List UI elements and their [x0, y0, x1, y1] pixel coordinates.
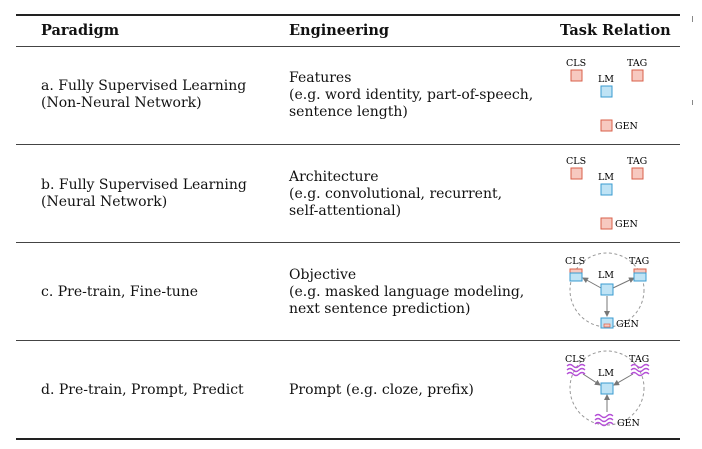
- task-relation-diagram-a: CLS TAG LM GEN: [566, 58, 647, 132]
- row-b-engineering-line2: (e.g. convolutional, recurrent,: [289, 186, 503, 202]
- cls-label: CLS: [566, 156, 586, 167]
- row-c-engineering-line3: next sentence prediction): [289, 301, 471, 317]
- margin-mark: [692, 16, 693, 22]
- row-d-engineering-line1: Prompt (e.g. cloze, prefix): [289, 382, 474, 398]
- dashed-cycle: [569, 350, 645, 426]
- cls-task-box: [570, 167, 583, 180]
- row-a-paradigm-line2: (Non-Neural Network): [41, 95, 202, 111]
- header-task-relation: Task Relation: [560, 22, 671, 39]
- tag-to-lm-arrow: [613, 373, 634, 386]
- header-paradigm: Paradigm: [41, 22, 120, 39]
- lm-label: LM: [598, 368, 614, 379]
- gen-label: GEN: [615, 121, 638, 132]
- cls-label: CLS: [565, 256, 585, 267]
- gen-lm-box: [600, 317, 614, 329]
- tag-label: TAG: [629, 354, 649, 365]
- header-rule: [16, 46, 680, 47]
- row-divider-ab: [16, 144, 680, 145]
- margin-mark: [692, 100, 693, 105]
- row-b-engineering-line1: Architecture: [289, 169, 379, 185]
- gen-prompt-icon: [594, 413, 614, 427]
- bottom-rule: [16, 438, 680, 440]
- gen-label: GEN: [615, 219, 638, 230]
- lm-to-tag-arrow: [612, 277, 635, 289]
- row-c-engineering-line1: Objective: [289, 267, 357, 283]
- tag-task-box: [631, 69, 644, 82]
- cls-prompt-icon: [566, 363, 586, 377]
- lm-label: LM: [598, 74, 614, 85]
- row-divider-bc: [16, 242, 680, 243]
- tag-task-head: [633, 268, 647, 274]
- row-d-paradigm-line1: d. Pre-train, Prompt, Predict: [41, 382, 244, 398]
- cls-label: CLS: [565, 354, 585, 365]
- lm-box: [600, 85, 613, 98]
- task-relation-diagram-c: CLS TAG LM GEN: [565, 252, 649, 330]
- cls-lm-box: [569, 272, 583, 282]
- row-c-engineering-line2: (e.g. masked language modeling,: [289, 284, 525, 300]
- row-a-engineering-line1: Features: [289, 70, 352, 86]
- tag-label: TAG: [629, 256, 649, 267]
- gen-task-box: [600, 119, 613, 132]
- row-c-paradigm-line1: c. Pre-train, Fine-tune: [41, 284, 199, 300]
- lm-to-cls-arrow: [582, 277, 602, 289]
- row-a-engineering-line2: (e.g. word identity, part-of-speech,: [289, 87, 534, 103]
- row-divider-cd: [16, 340, 680, 341]
- tag-label: TAG: [627, 156, 647, 167]
- lm-box: [600, 283, 614, 296]
- gen-label: GEN: [617, 418, 640, 429]
- task-relation-diagram-b: CLS TAG LM GEN: [566, 156, 647, 230]
- row-a-paradigm-line1: a. Fully Supervised Learning: [41, 78, 247, 94]
- gen-label: GEN: [616, 319, 639, 330]
- tag-prompt-icon: [630, 363, 650, 377]
- header-engineering: Engineering: [289, 22, 390, 39]
- lm-label: LM: [598, 172, 614, 183]
- lm-label: LM: [598, 270, 614, 281]
- dashed-cycle: [569, 252, 645, 328]
- cls-task-head: [569, 268, 583, 274]
- cls-to-lm-arrow: [582, 373, 601, 386]
- row-b-engineering-line3: self-attentional): [289, 203, 402, 219]
- cls-label: CLS: [566, 58, 586, 69]
- cls-task-box: [570, 69, 583, 82]
- tag-lm-box: [633, 272, 647, 282]
- lm-box: [600, 382, 614, 395]
- row-b-paradigm-line2: (Neural Network): [41, 194, 168, 210]
- tag-label: TAG: [627, 58, 647, 69]
- gen-task-box: [600, 217, 613, 230]
- row-a-engineering-line3: sentence length): [289, 104, 408, 120]
- top-rule: [16, 14, 680, 16]
- task-relation-diagram-d: CLS TAG LM GEN: [565, 350, 650, 429]
- gen-task-head: [603, 323, 611, 328]
- lm-box: [600, 183, 613, 196]
- tag-task-box: [631, 167, 644, 180]
- row-b-paradigm-line1: b. Fully Supervised Learning: [41, 177, 247, 193]
